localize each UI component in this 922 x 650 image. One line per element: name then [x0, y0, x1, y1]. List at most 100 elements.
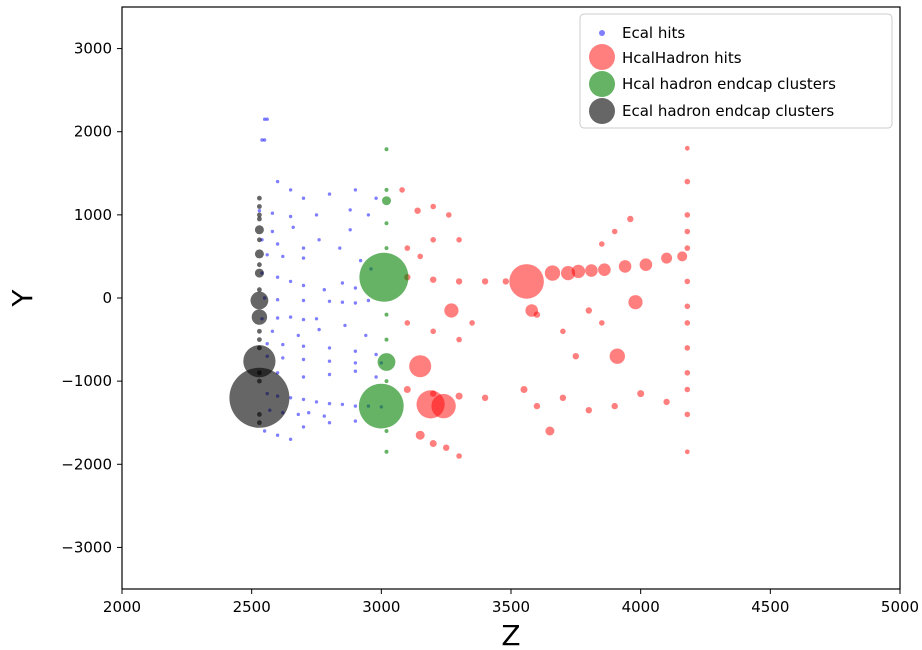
data-point	[301, 283, 306, 288]
legend-marker-hcal-endcap-clusters	[589, 71, 615, 97]
data-point	[384, 246, 389, 251]
data-point	[301, 317, 306, 322]
x-tick-label: 2000	[103, 598, 141, 616]
data-point	[404, 320, 411, 326]
data-point	[257, 345, 262, 351]
data-point	[254, 225, 264, 235]
data-point	[533, 311, 541, 318]
data-point	[270, 329, 275, 333]
data-point	[637, 390, 645, 398]
data-point	[684, 449, 690, 455]
x-tick-label: 3500	[492, 598, 530, 616]
data-point	[509, 264, 544, 299]
data-point	[384, 337, 389, 342]
y-axis-label: Y	[6, 289, 39, 308]
data-point	[481, 278, 489, 285]
data-point	[456, 453, 462, 459]
data-point	[384, 312, 389, 317]
data-point	[322, 414, 326, 418]
data-point	[684, 386, 691, 393]
data-point	[684, 411, 691, 418]
data-point	[301, 246, 306, 250]
x-tick-label: 4000	[622, 598, 660, 616]
y-tick-label: −1000	[61, 372, 112, 390]
data-point	[338, 246, 342, 250]
data-point	[265, 342, 269, 346]
data-point	[684, 320, 691, 326]
data-point	[327, 359, 332, 363]
data-point	[431, 393, 456, 419]
data-point	[275, 275, 280, 279]
data-point	[684, 212, 691, 218]
data-point	[327, 299, 332, 303]
data-point	[455, 278, 463, 285]
data-point	[275, 316, 280, 320]
data-point	[257, 204, 262, 209]
data-point	[262, 429, 267, 433]
legend-marker-ecal-endcap-clusters	[589, 98, 615, 124]
data-point	[257, 262, 262, 268]
legend-label-ecal-hits: Ecal hits	[622, 24, 685, 42]
data-point	[684, 370, 691, 376]
data-point	[254, 268, 264, 278]
data-point	[288, 188, 293, 192]
data-point	[251, 309, 268, 325]
data-point	[364, 333, 368, 338]
data-point	[265, 253, 269, 257]
data-point	[627, 215, 634, 223]
points-layer	[229, 117, 691, 459]
data-point	[374, 352, 378, 357]
data-point	[444, 303, 459, 318]
data-point	[404, 245, 411, 251]
data-point	[443, 444, 450, 451]
data-point	[327, 421, 332, 425]
data-point	[314, 400, 319, 404]
data-point	[684, 303, 691, 310]
data-point	[348, 228, 352, 232]
data-point	[599, 320, 605, 326]
data-point	[353, 404, 358, 408]
data-point	[684, 228, 691, 235]
data-point	[639, 258, 653, 272]
data-point	[296, 333, 300, 338]
data-point	[585, 307, 592, 314]
data-point	[456, 237, 462, 243]
y-tick-label: −2000	[61, 455, 112, 473]
data-point	[598, 263, 611, 277]
data-point	[572, 353, 579, 360]
data-point	[265, 117, 269, 121]
data-point	[429, 440, 437, 447]
data-point	[301, 375, 306, 379]
data-point	[281, 254, 285, 259]
data-point	[262, 117, 267, 121]
x-tick-label: 3000	[362, 598, 400, 616]
data-point	[384, 449, 389, 454]
data-point	[257, 195, 262, 201]
data-point	[353, 301, 358, 305]
x-axis-ticks: 2000 2500 3000 3500 4000 4500 5000	[103, 589, 919, 616]
data-point	[611, 228, 618, 235]
y-tick-label: 0	[102, 289, 112, 307]
data-point	[358, 383, 404, 429]
data-point	[257, 287, 262, 293]
data-point	[585, 264, 598, 277]
data-point	[353, 188, 358, 192]
data-point	[366, 298, 371, 303]
data-point	[353, 349, 358, 353]
data-point	[257, 337, 262, 342]
data-point	[257, 212, 262, 218]
data-point	[301, 298, 306, 303]
data-point	[257, 209, 262, 213]
y-tick-label: 3000	[74, 40, 112, 58]
data-point	[430, 276, 437, 283]
data-point	[314, 317, 319, 321]
data-point	[257, 420, 262, 426]
data-point	[281, 356, 285, 360]
legend-label-hcal-endcap-clusters: Hcal hadron endcap clusters	[622, 75, 836, 93]
data-point	[353, 419, 358, 423]
x-tick-label: 2500	[233, 598, 271, 616]
data-point	[322, 288, 326, 292]
series-2	[358, 147, 409, 454]
data-point	[533, 402, 541, 410]
legend-label-ecal-endcap-clusters: Ecal hadron endcap clusters	[622, 102, 834, 120]
